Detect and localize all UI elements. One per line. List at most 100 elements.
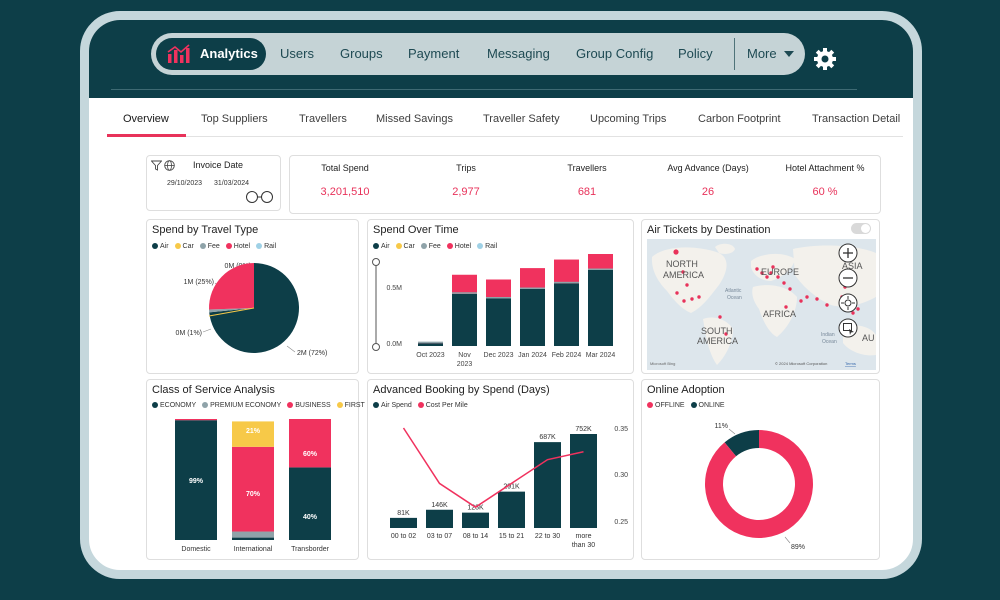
legend-label: PREMIUM ECONOMY bbox=[210, 402, 282, 409]
map-label-asia: ASIA bbox=[842, 261, 863, 271]
bar-data-label: 21% bbox=[246, 428, 261, 435]
legend-item-fee: Fee bbox=[420, 243, 441, 250]
legend-label: Car bbox=[182, 243, 194, 250]
nav-item-users[interactable]: Users bbox=[280, 46, 314, 61]
x-tick-label: 03 to 07 bbox=[427, 533, 452, 540]
bar-segment-business bbox=[175, 419, 217, 421]
nav-item-groups[interactable]: Groups bbox=[340, 46, 383, 61]
donut-label-online: 11% bbox=[715, 423, 729, 430]
online-adoption-card: Online Adoption OFFLINE ONLINE 11% 89% bbox=[641, 379, 880, 560]
legend-item-hotel: Hotel bbox=[446, 243, 471, 250]
kpi-value: 26 bbox=[701, 186, 715, 198]
filter-start-date[interactable]: 29/10/2023 bbox=[167, 180, 203, 187]
bar-hotel bbox=[452, 274, 477, 294]
active-tab-indicator bbox=[107, 134, 186, 137]
nav-item-messaging[interactable]: Messaging bbox=[487, 46, 550, 61]
tab-travellers[interactable]: Travellers bbox=[299, 113, 347, 125]
x-tick-label: Feb 2024 bbox=[552, 352, 582, 359]
map-label-africa: AFRICA bbox=[763, 309, 796, 319]
bar-data-label: 687K bbox=[539, 434, 556, 441]
globe-icon[interactable] bbox=[164, 160, 175, 171]
tab-traveller-safety[interactable]: Traveller Safety bbox=[483, 113, 560, 125]
x-tick-label: 15 to 21 bbox=[499, 533, 524, 540]
class-of-service-card: Class of Service Analysis ECONOMY PREMIU… bbox=[146, 379, 365, 560]
destination-map[interactable]: NORTH AMERICA EUROPE ASIA AFRICA SOUTH A… bbox=[647, 239, 876, 370]
map-toggle[interactable] bbox=[851, 223, 871, 234]
legend-label: Air Spend bbox=[381, 402, 412, 409]
tab-top-suppliers[interactable]: Top Suppliers bbox=[201, 113, 268, 125]
zoom-out-icon[interactable] bbox=[838, 268, 858, 288]
bar-air-spend bbox=[462, 512, 489, 528]
y-tick-label: 0.5M bbox=[386, 285, 402, 292]
bar-data-label: 60% bbox=[303, 451, 318, 458]
bar-air bbox=[418, 343, 443, 346]
kpi-label: Trips bbox=[456, 163, 476, 173]
bar-air-spend bbox=[570, 434, 597, 528]
x-tick-label: Jan 2024 bbox=[518, 352, 547, 359]
bar-segment-economy bbox=[175, 420, 217, 540]
legend-label: Air bbox=[381, 243, 390, 250]
chart-legend: Air Car Fee Hotel Rail bbox=[152, 243, 280, 250]
app-window: Analytics Users Groups Payment Messaging… bbox=[80, 11, 922, 579]
filter-end-date[interactable]: 31/03/2024 bbox=[214, 180, 250, 187]
filter-icon[interactable] bbox=[151, 160, 162, 171]
select-area-icon[interactable] bbox=[838, 318, 858, 338]
kpi-value: 3,201,510 bbox=[320, 186, 370, 198]
spend-by-travel-type-pie: 0M (0%) 1M (25%) 0M (1%) 2M (72%) bbox=[176, 263, 327, 357]
bar-fee bbox=[418, 341, 443, 344]
x-tick-label: 00 to 02 bbox=[391, 533, 416, 540]
bar-segment-business bbox=[289, 419, 331, 468]
range-handle-top[interactable] bbox=[372, 258, 380, 266]
bar-segment-premium-economy bbox=[232, 531, 274, 538]
nav-item-payment[interactable]: Payment bbox=[408, 46, 460, 61]
tab-transaction-detail[interactable]: Transaction Detail bbox=[812, 113, 901, 125]
donut-slice-offline bbox=[705, 430, 813, 538]
range-handle-bottom[interactable] bbox=[372, 343, 380, 351]
bar-segment-business bbox=[232, 446, 274, 532]
tab-missed-savings[interactable]: Missed Savings bbox=[376, 113, 454, 125]
legend-label: Rail bbox=[264, 243, 277, 250]
nav-item-policy[interactable]: Policy bbox=[678, 46, 713, 61]
map-terms-link[interactable]: Terms bbox=[845, 361, 856, 366]
legend-label: Air bbox=[160, 243, 169, 250]
bar-data-label: 291K bbox=[503, 484, 520, 491]
card-title: Air Tickets by Destination bbox=[647, 224, 771, 236]
x-tick-label: Dec 2023 bbox=[484, 352, 514, 359]
x-tick-label: 2023 bbox=[457, 361, 473, 368]
tab-carbon-footprint[interactable]: Carbon Footprint bbox=[698, 113, 781, 125]
map-label-australia: AU bbox=[862, 333, 875, 343]
bar-air-spend bbox=[534, 442, 561, 528]
kpi-total-spend: Total Spend 3,201,510 bbox=[290, 163, 400, 198]
invoice-date-filter: Invoice Date 29/10/2023 31/03/2024 bbox=[146, 155, 281, 211]
legend-item-rail: Rail bbox=[256, 243, 276, 250]
nav-item-group-config[interactable]: Group Config bbox=[576, 46, 654, 61]
chart-legend: OFFLINE ONLINE bbox=[647, 402, 729, 409]
nav-more-button[interactable]: More bbox=[747, 46, 795, 61]
card-title: Advanced Booking by Spend (Days) bbox=[373, 384, 550, 396]
pie-label-air: 2M (72%) bbox=[297, 350, 327, 357]
bar-chart-icon bbox=[167, 44, 190, 63]
nav-item-analytics[interactable]: Analytics bbox=[156, 38, 266, 70]
map-label-america: AMERICA bbox=[663, 270, 704, 280]
kpi-travellers: Travellers 681 bbox=[532, 163, 642, 198]
map-credit: © 2024 Microsoft Corporation bbox=[775, 361, 827, 366]
class-of-service-chart: Domestic International Transborder 99% 21% 70… bbox=[175, 419, 331, 553]
right-axis-tick: 0.30 bbox=[614, 472, 628, 479]
zoom-in-icon[interactable] bbox=[838, 243, 858, 263]
nav-divider bbox=[734, 38, 735, 70]
map-label-south-america: AMERICA bbox=[697, 336, 738, 346]
chart-legend: ECONOMY PREMIUM ECONOMY BUSINESS FIRST bbox=[152, 402, 369, 409]
nav-more-label: More bbox=[747, 46, 777, 61]
filter-title: Invoice Date bbox=[193, 160, 244, 170]
bar-air bbox=[554, 283, 579, 346]
tab-upcoming-trips[interactable]: Upcoming Trips bbox=[590, 113, 667, 125]
topbar-divider bbox=[111, 89, 857, 90]
date-range-slider[interactable] bbox=[245, 190, 279, 204]
tab-overview[interactable]: Overview bbox=[123, 113, 169, 125]
bar-data-label: 40% bbox=[303, 514, 318, 521]
gear-icon[interactable] bbox=[813, 47, 837, 71]
legend-item-air-spend: Air Spend bbox=[373, 402, 412, 409]
locate-icon[interactable] bbox=[838, 293, 858, 313]
legend-item-online: ONLINE bbox=[690, 402, 725, 409]
map-label-atlantic: Atlantic bbox=[725, 288, 742, 294]
